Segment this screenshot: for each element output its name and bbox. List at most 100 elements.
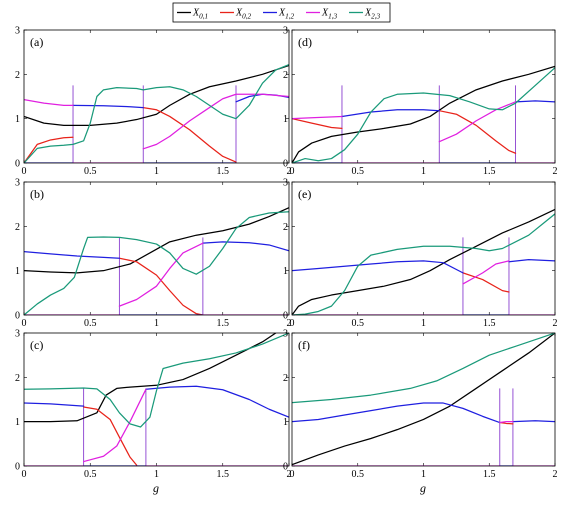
x-tick-label: 1	[421, 318, 426, 329]
y-tick-label: 1	[15, 266, 20, 277]
series-line-x01	[292, 208, 555, 315]
y-tick-label: 1	[283, 417, 288, 428]
x-tick-label: 1.5	[483, 469, 496, 480]
x-tick-label: 2	[287, 318, 292, 329]
legend-label-x12: X1,2	[278, 8, 295, 21]
series-line-x02	[118, 257, 204, 315]
plot-frame	[23, 29, 290, 164]
series-line-x01	[24, 64, 289, 126]
y-tick-label: 1	[283, 114, 288, 125]
y-tick-label: 0	[15, 311, 20, 322]
x-tick-label: 1	[421, 469, 426, 480]
x-tick-label: 1	[154, 469, 159, 480]
x-tick-label: 1.5	[217, 166, 230, 177]
y-tick-label: 0	[283, 462, 288, 473]
x-tick-label: 2	[287, 166, 292, 177]
legend-label-x01: X0,1	[192, 8, 208, 21]
x-tick-label: 0	[290, 469, 295, 480]
series-line-x02	[83, 406, 138, 466]
y-tick-label: 0	[15, 159, 20, 170]
x-tick-label: 2	[287, 469, 292, 480]
series-line-x12	[292, 258, 555, 315]
series-line-x23	[24, 211, 289, 315]
series-line-x02	[292, 110, 517, 154]
x-axis-label-right: g	[420, 481, 426, 495]
x-tick-label: 0.5	[352, 318, 365, 329]
x-tick-label: 1.5	[217, 318, 230, 329]
x-tick-label: 2	[553, 166, 558, 177]
series-line-x13	[292, 101, 555, 163]
plot-frame	[291, 29, 556, 164]
legend-frame	[172, 2, 391, 23]
x-tick-label: 0	[290, 166, 295, 177]
y-tick-label: 0	[283, 311, 288, 322]
x-tick-label: 2	[553, 469, 558, 480]
series-line-x13	[292, 421, 555, 466]
series-line-x13	[24, 93, 289, 163]
series-line-x12	[292, 100, 555, 163]
x-tick-label: 0.5	[84, 318, 97, 329]
panel-label: (d)	[298, 35, 312, 49]
plot-frame	[291, 332, 556, 467]
legend-label-x23: X2,3	[364, 8, 381, 21]
x-tick-label: 1	[154, 318, 159, 329]
y-tick-label: 2	[15, 222, 20, 233]
x-tick-label: 2	[553, 318, 558, 329]
series-line-x01	[292, 65, 555, 163]
y-tick-label: 1	[15, 417, 20, 428]
y-tick-label: 3	[283, 178, 288, 189]
series-line-x01	[292, 333, 555, 466]
x-tick-label: 0.5	[84, 469, 97, 480]
panel-label: (b)	[30, 187, 44, 201]
y-tick-label: 3	[15, 26, 20, 37]
x-tick-label: 1.5	[217, 469, 230, 480]
series-line-x01	[24, 207, 289, 274]
series-line-x13	[24, 388, 289, 466]
plot-frame	[23, 332, 290, 467]
legend-label-x13: X1,3	[321, 8, 338, 21]
x-tick-label: 0	[290, 318, 295, 329]
plot-frame	[23, 181, 290, 316]
panel-label: (a)	[30, 35, 43, 49]
y-tick-label: 2	[283, 70, 288, 81]
y-tick-label: 0	[15, 462, 20, 473]
series-line-x01	[24, 333, 277, 423]
x-tick-label: 1.5	[483, 318, 496, 329]
series-line-x13	[292, 260, 555, 315]
x-tick-label: 0.5	[352, 469, 365, 480]
x-tick-label: 1	[421, 166, 426, 177]
panel-label: (e)	[298, 187, 311, 201]
series-line-x23	[24, 333, 289, 428]
series-line-x23	[292, 67, 555, 163]
series-line-x23	[292, 333, 555, 404]
y-tick-label: 2	[15, 373, 20, 384]
series-line-x02	[462, 272, 510, 293]
x-tick-label: 0	[22, 469, 27, 480]
y-tick-label: 3	[15, 178, 20, 189]
x-tick-label: 0	[22, 166, 27, 177]
y-tick-label: 0	[283, 159, 288, 170]
y-tick-label: 2	[283, 222, 288, 233]
panel-label: (f)	[298, 338, 310, 352]
y-tick-label: 1	[15, 114, 20, 125]
y-tick-label: 2	[283, 373, 288, 384]
x-tick-label: 0.5	[84, 166, 97, 177]
y-tick-label: 1	[283, 266, 288, 277]
x-tick-label: 0	[22, 318, 27, 329]
y-tick-label: 3	[15, 329, 20, 340]
series-line-x02	[24, 106, 237, 163]
plot-frame	[291, 181, 556, 316]
legend-label-x02: X0,2	[235, 8, 252, 21]
y-tick-label: 2	[15, 70, 20, 81]
series-line-x13	[24, 242, 289, 315]
series-line-x23	[292, 213, 555, 315]
legend: X0,1 X0,2 X1,2 X1,3 X2,3	[172, 2, 391, 23]
